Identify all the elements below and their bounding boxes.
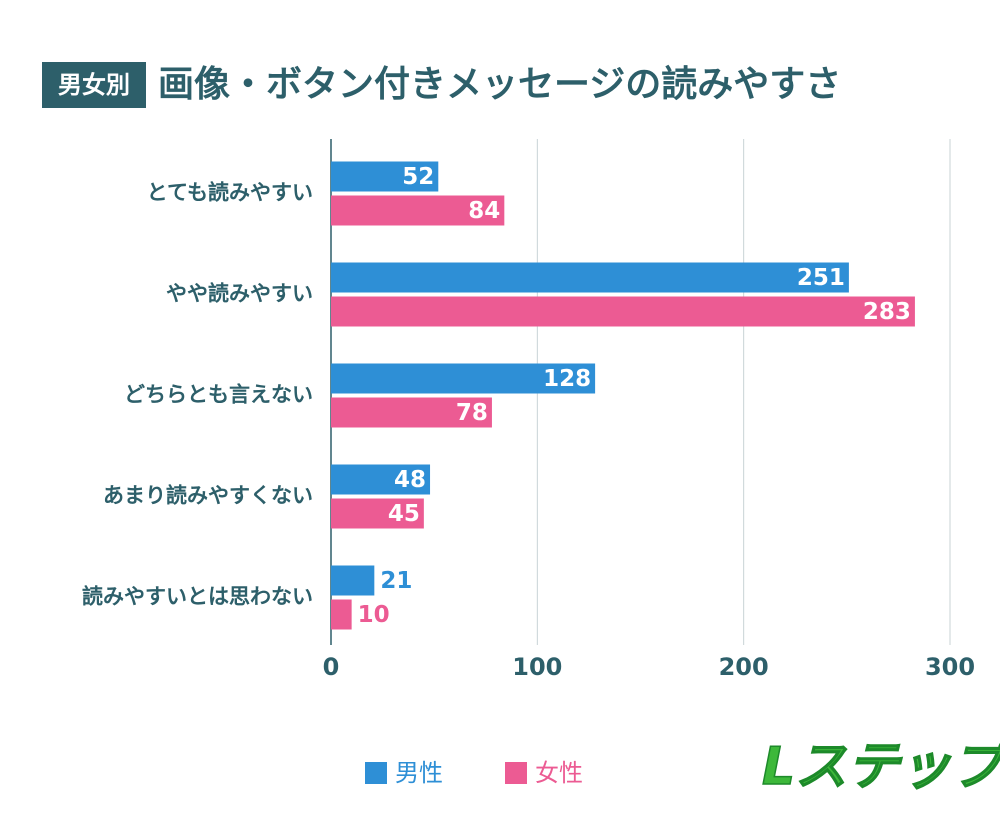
bar	[331, 599, 352, 630]
x-tick-label: 300	[925, 653, 975, 681]
bar	[331, 464, 431, 495]
value-label: 48	[394, 467, 426, 493]
legend-label: 女性	[535, 759, 583, 787]
bar	[331, 397, 492, 428]
y-tick-label: とても読みやすい	[147, 181, 313, 205]
y-tick-label: あまり読みやすくない	[103, 484, 313, 508]
bar	[331, 565, 375, 596]
bar	[331, 296, 915, 327]
bar	[331, 498, 424, 529]
y-tick-label: やや読みやすい	[166, 282, 313, 306]
bar	[331, 363, 596, 394]
value-label: 45	[388, 501, 420, 527]
y-tick-label: 読みやすいとは思わない	[82, 585, 313, 609]
x-tick-label: 0	[323, 653, 340, 681]
value-label: 52	[402, 164, 434, 190]
legend-swatch	[505, 762, 527, 784]
value-label: 128	[543, 366, 591, 392]
value-label: 10	[358, 602, 390, 628]
value-label: 283	[863, 299, 911, 325]
value-label: 84	[468, 198, 500, 224]
legend-label: 男性	[395, 759, 443, 787]
y-tick-label: どちらとも言えない	[124, 383, 313, 407]
value-label: 21	[380, 568, 412, 594]
value-label: 78	[456, 400, 488, 426]
logo: Lステップ	[762, 737, 1000, 797]
bar	[331, 195, 505, 226]
x-tick-label: 100	[512, 653, 562, 681]
chart-title: 画像・ボタン付きメッセージの読みやすさ	[158, 64, 841, 105]
value-label: 251	[797, 265, 845, 291]
bar	[331, 262, 849, 293]
bar	[331, 161, 439, 192]
badge-bg	[42, 62, 146, 108]
x-tick-label: 200	[719, 653, 769, 681]
badge: 男女別	[58, 71, 130, 99]
legend-swatch	[365, 762, 387, 784]
